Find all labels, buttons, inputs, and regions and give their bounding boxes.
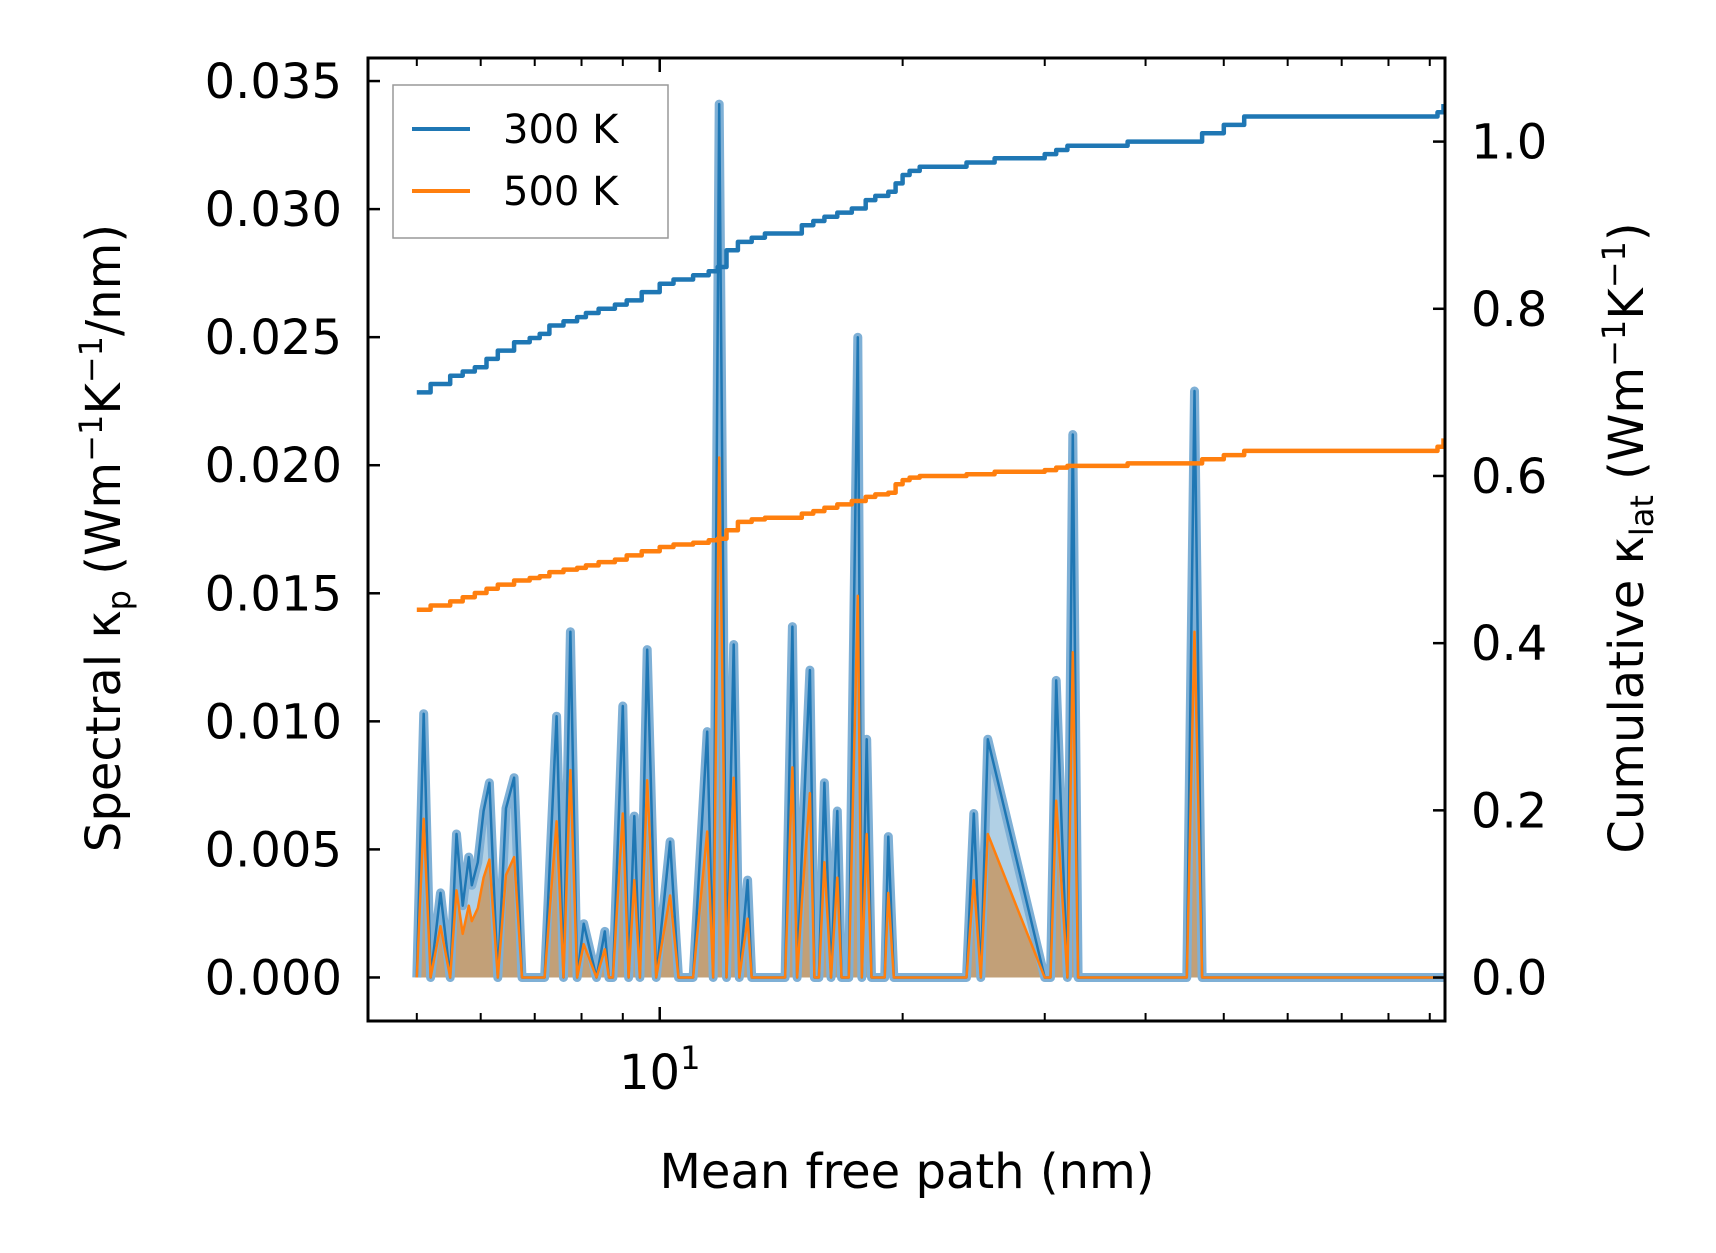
cumulative-300k-line	[416, 104, 1446, 395]
y-left-tick-label: 0.035	[205, 54, 342, 110]
spectral-500k-line	[415, 456, 1444, 979]
y-left-prefix: Spectral κ	[76, 610, 132, 852]
y-right-sup1: −1	[1595, 320, 1633, 367]
y-left-tick-label: 0.005	[205, 822, 342, 878]
x-tick-exponent: 1	[680, 1039, 700, 1077]
y-right-sup2: −1	[1595, 241, 1633, 288]
x-tick-label-10: 101	[619, 1039, 700, 1101]
legend-label-300k: 300 K	[503, 107, 620, 153]
y-right-prefix: Cumulative κ	[1599, 536, 1655, 854]
y-right-tick-label: 0.4	[1471, 616, 1547, 672]
legend-box	[392, 84, 669, 239]
y-right-mid: K	[1599, 287, 1655, 320]
y-left-tick-label: 0.015	[205, 566, 342, 622]
y-left-mid: K	[76, 382, 132, 415]
y-left-tick-label: 0.000	[205, 950, 342, 1006]
y-axis-left-label: Spectral κp (Wm−1K−1/nm)	[72, 224, 138, 852]
legend: 300 K 500 K	[392, 84, 669, 239]
x-axis-label: Mean free path (nm)	[660, 1144, 1155, 1200]
y-left-sup1: −1	[72, 415, 110, 462]
y-left-tick-label: 0.025	[205, 310, 342, 366]
axes-frame	[366, 56, 1447, 1023]
y-right-tick-label: 0.0	[1471, 951, 1547, 1007]
y-right-tick-label: 0.6	[1471, 449, 1547, 505]
y-right-tick-label: 0.2	[1471, 783, 1547, 839]
y-right-sub: lat	[1623, 495, 1661, 536]
y-left-sup2: −1	[72, 336, 110, 383]
y-left-tick-label: 0.030	[205, 182, 342, 238]
ticks: 0.000 0.005 0.010 0.015 0.020 0.025 0.030 0.035…	[205, 54, 1547, 1021]
y-left-tick-label: 0.010	[205, 694, 342, 750]
y-right-tick-label: 0.8	[1471, 282, 1547, 338]
y-left-tick-label: 0.020	[205, 438, 342, 494]
y-right-unit-close: )	[1599, 222, 1655, 241]
x-tick-base: 10	[619, 1045, 680, 1101]
y-left-unit-open: (Wm	[76, 462, 132, 590]
y-right-tick-label: 1.0	[1471, 115, 1547, 171]
y-left-unit-close: /nm)	[76, 224, 132, 336]
y-left-sub: p	[100, 590, 138, 610]
series-marks	[412, 99, 1446, 982]
cumulative-500k-line	[416, 438, 1446, 612]
legend-label-500k: 500 K	[503, 169, 620, 215]
y-right-unit-open: (Wm	[1599, 367, 1655, 495]
y-axis-right-label: Cumulative κlat (Wm−1K−1)	[1595, 222, 1661, 853]
